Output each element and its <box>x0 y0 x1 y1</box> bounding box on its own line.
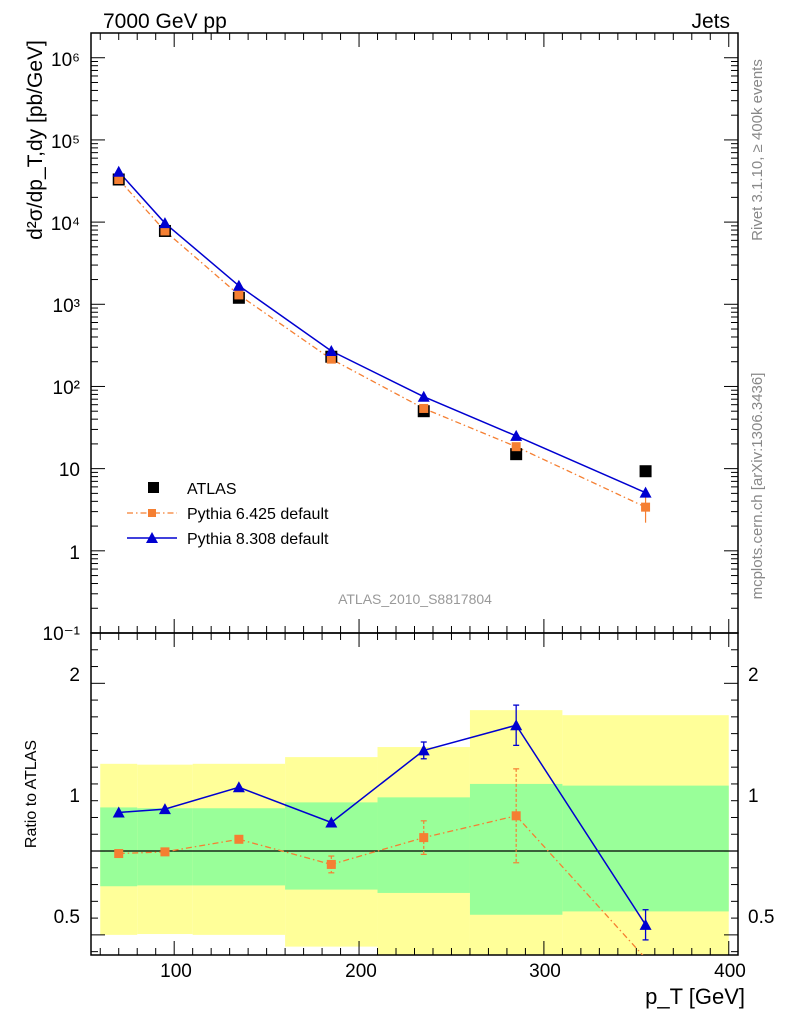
xtick-label: 300 <box>529 961 561 982</box>
band-inner <box>192 808 286 886</box>
atlas-point <box>639 465 652 478</box>
pythia6-point <box>326 354 336 364</box>
main-data-marks <box>112 165 652 523</box>
analysis-label: ATLAS_2010_S8817804 <box>338 591 492 607</box>
axis-ticks <box>91 32 738 955</box>
ratio-pythia6-point <box>234 834 244 844</box>
ratio-ytick-label-right: 1 <box>748 786 759 807</box>
legend-pythia8-marker <box>146 532 158 543</box>
ratio-pythia6-point <box>511 811 521 821</box>
pythia8-point <box>112 165 125 177</box>
band-inner <box>137 808 193 886</box>
ratio-pythia6-point <box>419 833 429 843</box>
ratio-pythia8-point <box>112 806 125 818</box>
pythia6-point <box>641 502 651 512</box>
main-ytick-label: 10⁴ <box>51 214 80 235</box>
atlas-point <box>510 448 523 461</box>
legend-pythia6-label: Pythia 6.425 default <box>187 506 329 523</box>
pythia8-point <box>158 217 171 229</box>
pythia6-point <box>419 403 429 413</box>
ratio-ytick-label-right: 2 <box>748 665 759 686</box>
x-axis-label: p_T [GeV] <box>645 984 745 1009</box>
pythia6-point <box>114 174 124 184</box>
pythia8-line <box>118 171 646 494</box>
legend: ATLAS Pythia 6.425 default Pythia 8.308 … <box>127 481 329 548</box>
header-left: 7000 GeV pp <box>103 10 227 33</box>
header-right: Jets <box>691 10 730 33</box>
main-y-axis-label: d²σ/dp_T,dy [pb/GeV] <box>24 40 47 240</box>
main-ytick-label: 10⁵ <box>51 132 80 153</box>
ratio-y-axis-label: Ratio to ATLAS <box>23 740 40 848</box>
legend-pythia6-marker <box>148 509 156 517</box>
pythia8-point <box>417 390 430 402</box>
ratio-ytick-label: 2 <box>69 665 80 686</box>
main-ytick-label: 10² <box>53 378 80 399</box>
band-inner <box>562 785 729 912</box>
main-ytick-label: 10³ <box>53 296 80 317</box>
main-ytick-label: 10⁻¹ <box>43 624 81 645</box>
ratio-ytick-label-right: 0.5 <box>748 907 774 928</box>
ratio-ytick-label: 0.5 <box>54 907 80 928</box>
main-ytick-label: 1 <box>69 543 80 564</box>
ratio-pythia8-point <box>158 803 171 815</box>
pythia8-point <box>232 279 245 291</box>
ratio-pythia8-point <box>325 816 338 828</box>
pythia6-point <box>160 226 170 236</box>
ratio-pythia6-point <box>160 847 170 857</box>
pythia6-point <box>234 290 244 300</box>
band-inner <box>285 802 378 890</box>
ratio-ytick-label: 1 <box>69 786 80 807</box>
xtick-label: 400 <box>714 961 746 982</box>
main-ytick-label: 10⁶ <box>51 50 80 71</box>
ratio-pythia8-point <box>510 719 523 731</box>
main-ytick-label: 10 <box>59 460 80 481</box>
band-inner <box>377 797 470 893</box>
ratio-pythia8-point <box>639 918 652 930</box>
pythia8-point <box>510 429 523 441</box>
ratio-pythia8-point <box>417 744 430 756</box>
ratio-pythia6-point <box>326 859 336 869</box>
mcplots-label: mcplots.cern.ch [arXiv:1306.3436] <box>749 373 766 600</box>
xtick-label: 200 <box>345 961 377 982</box>
pythia8-point <box>639 486 652 498</box>
rivet-version-label: Rivet 3.1.10, ≥ 400k events <box>749 59 766 241</box>
legend-atlas-label: ATLAS <box>187 481 237 498</box>
ratio-pythia8-point <box>232 781 245 793</box>
xtick-label: 100 <box>160 961 192 982</box>
legend-atlas-marker <box>148 482 159 493</box>
ratio-pythia6-point <box>114 849 124 859</box>
pythia6-point <box>511 442 521 452</box>
ratio-data-marks <box>112 704 652 955</box>
pythia8-point <box>325 345 338 357</box>
band-inner <box>100 807 138 887</box>
legend-pythia8-label: Pythia 8.308 default <box>187 531 329 548</box>
